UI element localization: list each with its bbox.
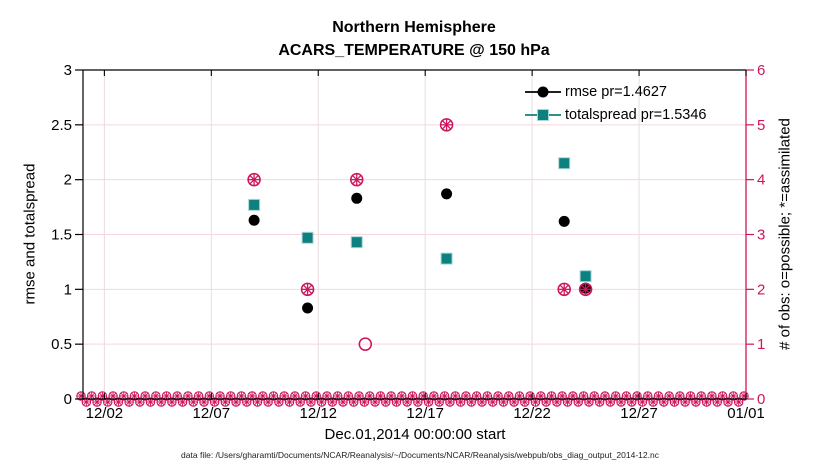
svg-text:12/07: 12/07 — [193, 405, 231, 422]
rmse-marker-icon — [525, 86, 561, 97]
svg-text:2: 2 — [64, 172, 72, 189]
legend-item-totalspread: totalspread pr=1.5346 — [524, 103, 706, 126]
svg-text:2: 2 — [757, 281, 765, 298]
svg-text:3: 3 — [64, 62, 72, 79]
svg-text:2.5: 2.5 — [51, 117, 72, 134]
svg-text:5: 5 — [757, 117, 765, 134]
svg-text:4: 4 — [757, 172, 765, 189]
svg-text:12/12: 12/12 — [299, 405, 337, 422]
svg-text:0.5: 0.5 — [51, 336, 72, 353]
x-axis-label: Dec.01,2014 00:00:00 start — [324, 426, 506, 443]
legend-label-rmse: rmse pr=1.4627 — [565, 83, 667, 100]
legend: rmse pr=1.4627 totalspread pr=1.5346 — [524, 80, 706, 126]
svg-text:12/22: 12/22 — [513, 405, 551, 422]
svg-text:1: 1 — [757, 336, 765, 353]
svg-text:12/02: 12/02 — [86, 405, 124, 422]
y-axis-label-left: rmse and totalspread — [21, 163, 39, 305]
svg-text:6: 6 — [757, 62, 765, 79]
datafile-annotation: data file: /Users/gharamti/Documents/NCA… — [181, 450, 659, 460]
y-axis-label-right: # of obs: o=possible; *=assimilated — [776, 118, 794, 350]
svg-text:3: 3 — [757, 227, 765, 244]
svg-text:1.5: 1.5 — [51, 227, 72, 244]
svg-text:12/17: 12/17 — [406, 405, 444, 422]
svg-text:12/27: 12/27 — [620, 405, 658, 422]
svg-text:0: 0 — [64, 391, 72, 408]
svg-text:1: 1 — [64, 281, 72, 298]
chart-subtitle: ACARS_TEMPERATURE @ 150 hPa — [278, 42, 550, 59]
totalspread-marker-icon — [525, 108, 561, 121]
svg-text:01/01: 01/01 — [727, 405, 765, 422]
legend-label-totalspread: totalspread pr=1.5346 — [565, 106, 707, 123]
chart-title-region: Northern Hemisphere — [332, 19, 496, 36]
legend-item-rmse: rmse pr=1.4627 — [524, 80, 706, 103]
svg-text:0: 0 — [757, 391, 765, 408]
